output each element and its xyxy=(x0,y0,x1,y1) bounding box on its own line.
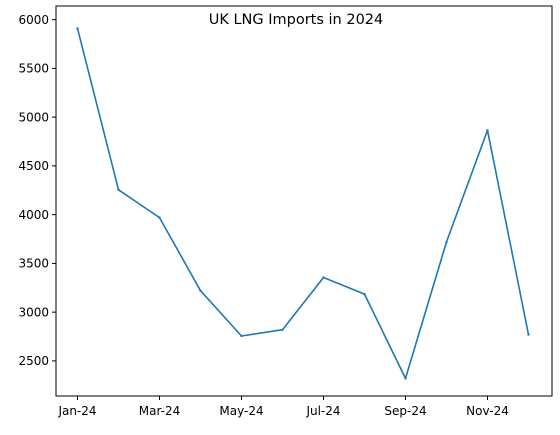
data-point xyxy=(322,276,325,279)
y-tick-label: 3000 xyxy=(18,305,49,319)
x-tick-label: May-24 xyxy=(219,404,263,418)
plot-series xyxy=(76,27,530,380)
data-point xyxy=(445,240,448,244)
y-tick-label: 6000 xyxy=(18,13,49,27)
y-tick-label: 3500 xyxy=(18,257,49,271)
data-point xyxy=(199,289,202,292)
data-point xyxy=(240,334,243,338)
y-axis: 2500 3000 3500 4000 4500 5000 5500 6000 xyxy=(18,13,56,368)
data-point xyxy=(404,377,407,380)
y-tick-label: 4500 xyxy=(18,159,49,173)
y-tick-label: 5500 xyxy=(18,62,49,76)
x-tick-label: Sep-24 xyxy=(384,404,426,418)
x-tick-label: Jan-24 xyxy=(57,404,96,418)
x-axis: Jan-24 Mar-24 May-24 Jul-24 Sep-24 Nov-24 xyxy=(57,396,509,418)
data-point xyxy=(527,333,530,336)
data-point xyxy=(486,129,489,132)
x-tick-label: Jul-24 xyxy=(305,404,340,418)
data-point xyxy=(363,292,366,296)
data-point xyxy=(281,328,284,331)
data-point xyxy=(117,188,120,191)
x-tick-label: Mar-24 xyxy=(139,404,180,418)
y-tick-label: 4000 xyxy=(18,208,49,222)
x-tick-label: Nov-24 xyxy=(466,404,509,418)
data-point xyxy=(158,216,161,219)
plot-frame xyxy=(55,5,553,397)
y-tick-label: 2500 xyxy=(18,354,49,368)
y-tick-label: 5000 xyxy=(18,110,49,124)
series-line xyxy=(76,27,530,380)
chart-title: UK LNG Imports in 2024 xyxy=(209,12,384,28)
data-point xyxy=(76,27,79,30)
